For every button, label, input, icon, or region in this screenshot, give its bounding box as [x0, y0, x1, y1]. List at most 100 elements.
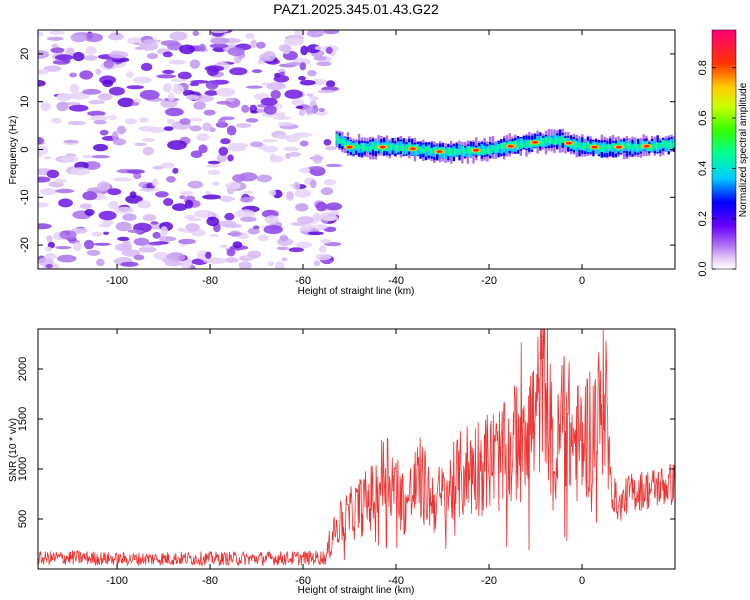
spectrogram-cell — [194, 209, 214, 219]
spectrogram-cell — [614, 143, 617, 154]
spectrogram-cell — [544, 136, 548, 144]
spectrogram-cell — [238, 261, 252, 269]
spectrogram-cell — [99, 129, 109, 136]
spectrogram-cell — [284, 89, 303, 99]
spectrogram-cell — [88, 99, 105, 105]
spectrogram-cell — [257, 234, 269, 242]
spectrogram-cell — [491, 144, 495, 151]
spectrogram-cell — [659, 142, 662, 148]
spectrogram-cell — [322, 30, 340, 35]
spectrogram-cell — [38, 136, 44, 145]
colorbar: 0.0 0.2 0.4 0.6 0.8 Normalized spectral ampl… — [697, 29, 749, 277]
spectrogram-cell — [38, 145, 49, 155]
y-tick-label: 0 — [19, 146, 31, 152]
spectrogram-cell — [184, 199, 194, 209]
spectrogram-cell — [405, 144, 408, 152]
spectrogram-cell — [307, 69, 317, 77]
spectrogram-cell — [207, 257, 227, 264]
spectrogram-cell — [301, 223, 315, 230]
spectrogram-cell — [251, 69, 263, 73]
spectrogram-cell — [152, 231, 161, 239]
spectrogram-cell — [176, 227, 186, 232]
spectrogram-cell — [89, 115, 108, 122]
spectrogram-cell — [279, 234, 289, 242]
spectrogram-cell — [133, 237, 150, 246]
spectrogram-cell — [300, 45, 309, 56]
spectrogram-cell — [69, 83, 80, 93]
spectrogram-cell — [245, 118, 259, 123]
spectrogram-cell — [153, 251, 170, 261]
spectrogram-cell — [288, 152, 302, 157]
spectrogram-cell — [165, 107, 184, 117]
spectrogram-cell — [650, 144, 654, 151]
spectrogram-cell — [192, 30, 200, 37]
spectrogram-cell — [226, 125, 237, 136]
spectrogram-cell — [218, 146, 229, 156]
spectrogram-cell — [83, 239, 95, 250]
spectrogram-cell — [603, 144, 606, 151]
spectrogram-cell — [317, 89, 336, 94]
spectrogram-cell — [259, 53, 271, 61]
spectrogram-cell — [64, 102, 81, 106]
y-tick-label: 20 — [19, 48, 31, 60]
spectrogram-cell — [55, 178, 67, 184]
spectrogram-cell — [247, 227, 260, 235]
spectrogram-cell — [209, 30, 229, 34]
spectrogram-cell — [43, 65, 62, 72]
spectrogram-cell — [114, 243, 133, 252]
snr-y-ticks: 500 1000 1500 2000 — [17, 357, 675, 528]
x-tick-label: 0 — [579, 275, 585, 287]
spectrogram-x-label: Height of straight line (km) — [298, 286, 415, 297]
spectrogram-cell — [357, 144, 361, 150]
spectrogram-cell — [458, 149, 461, 155]
colorbar-gradient — [711, 29, 737, 270]
spectrogram-cell — [131, 102, 140, 106]
spectrogram-cell — [565, 141, 572, 145]
spectrogram-cell — [309, 96, 320, 101]
spectrogram-cell — [98, 223, 111, 228]
spectrogram-cell — [162, 51, 173, 58]
spectrogram-cell — [46, 36, 64, 41]
spectrogram-cell — [631, 145, 634, 151]
spectrogram-cell — [320, 187, 334, 196]
spectrogram-cell — [264, 215, 280, 225]
spectrogram-cell — [71, 227, 88, 234]
spectrogram-cell — [232, 241, 243, 249]
spectrogram-cell — [643, 144, 650, 148]
spectrogram-cell — [226, 248, 236, 257]
spectrogram-cell — [189, 59, 201, 69]
spectrogram-cell — [269, 189, 277, 197]
spectrogram-cell — [497, 144, 500, 149]
spectrogram-cell — [163, 126, 174, 131]
spectrogram-cell — [46, 235, 53, 242]
spectrogram-cell — [639, 143, 643, 150]
spectrogram-cell — [108, 86, 125, 96]
y-tick-label: -20 — [19, 237, 31, 253]
x-tick-label: -60 — [295, 275, 311, 287]
spectrogram-cell — [279, 71, 286, 76]
spectrogram-cell — [355, 143, 358, 150]
spectrogram-cell — [179, 44, 195, 55]
spectrogram-cell — [166, 176, 176, 183]
spectrogram-cell — [591, 145, 598, 149]
spectrogram-cell — [256, 174, 273, 183]
spectrogram-cell — [187, 217, 202, 222]
spectrogram-y-label: Frequency (Hz) — [8, 116, 19, 185]
spectrogram-cell — [270, 155, 284, 163]
spectrogram-cell — [162, 85, 171, 91]
spectrogram-cell — [198, 43, 207, 52]
spectrogram-cell — [308, 166, 323, 170]
spectrogram-cell — [299, 79, 316, 86]
spectrogram-cell — [316, 61, 332, 67]
spectrogram-cell — [162, 258, 176, 263]
spectrogram-cell — [228, 142, 249, 149]
spectrogram-cell — [266, 82, 286, 91]
spectrogram-cell — [516, 143, 520, 150]
spectrogram-cell — [220, 138, 231, 145]
spectrogram-cell — [250, 39, 257, 49]
spectrogram-cell — [494, 146, 497, 153]
spectrogram-cell — [519, 141, 523, 148]
spectrogram-cell — [170, 78, 187, 82]
spectrogram-cell — [310, 179, 317, 189]
spectrogram-cell — [107, 188, 122, 196]
